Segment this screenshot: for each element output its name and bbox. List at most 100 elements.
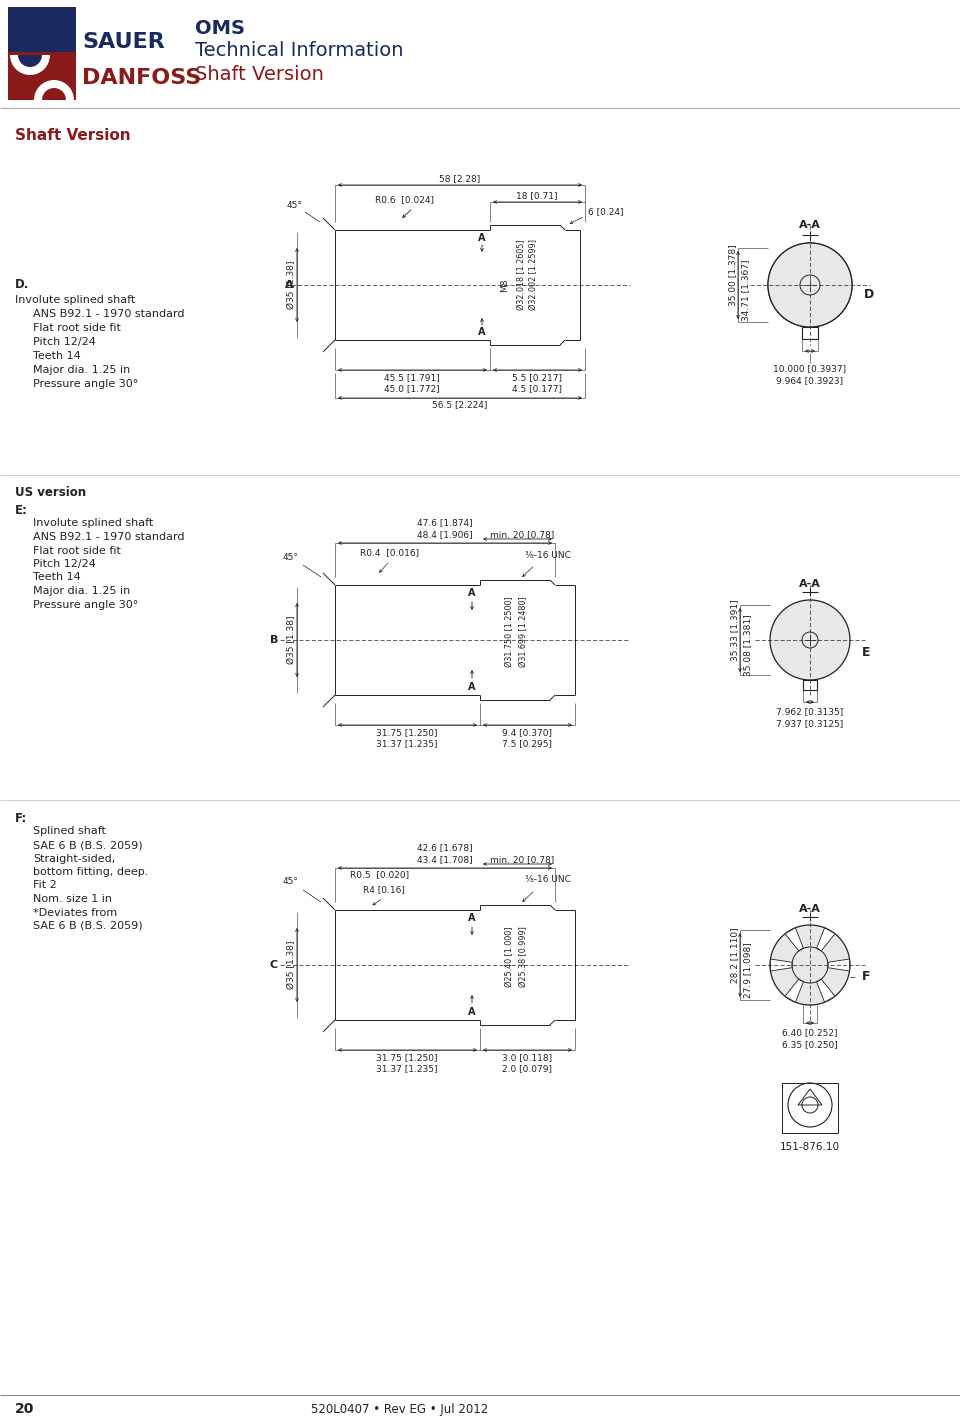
Polygon shape: [771, 959, 792, 970]
Text: 34.71 [1.367]: 34.71 [1.367]: [741, 259, 751, 320]
Wedge shape: [10, 55, 50, 75]
Text: Flat root side fit: Flat root side fit: [33, 323, 121, 333]
Text: Shaft Version: Shaft Version: [195, 64, 324, 84]
Text: 7.937 [0.3125]: 7.937 [0.3125]: [777, 720, 844, 729]
Text: 48.4 [1.906]: 48.4 [1.906]: [418, 531, 473, 539]
Text: 45°: 45°: [283, 878, 299, 887]
Wedge shape: [42, 88, 66, 100]
Text: 45.5 [1.791]: 45.5 [1.791]: [384, 373, 440, 383]
Text: 31.37 [1.235]: 31.37 [1.235]: [376, 740, 438, 748]
Text: *Deviates from: *Deviates from: [33, 908, 117, 918]
Text: E: E: [862, 646, 871, 659]
Polygon shape: [817, 928, 835, 951]
Text: ANS B92.1 - 1970 standard: ANS B92.1 - 1970 standard: [33, 532, 184, 542]
Text: A-A: A-A: [799, 579, 821, 589]
Text: Straight-sided,: Straight-sided,: [33, 854, 115, 864]
Text: 35.00 [1.378]: 35.00 [1.378]: [729, 245, 737, 306]
Text: 6.40 [0.252]: 6.40 [0.252]: [782, 1029, 838, 1037]
Text: F: F: [862, 970, 871, 983]
Text: Technical Information: Technical Information: [195, 40, 403, 60]
Polygon shape: [817, 979, 835, 1002]
Text: 3.0 [0.118]: 3.0 [0.118]: [502, 1053, 552, 1063]
Text: Pitch 12/24: Pitch 12/24: [33, 559, 96, 569]
Text: 31.37 [1.235]: 31.37 [1.235]: [376, 1064, 438, 1073]
Text: ³⁄₈-16 UNC: ³⁄₈-16 UNC: [525, 551, 571, 559]
Text: Ø32.002 [1.2599]: Ø32.002 [1.2599]: [530, 239, 539, 310]
Text: 151-876.10: 151-876.10: [780, 1143, 840, 1153]
Text: Ø35 [1.38]: Ø35 [1.38]: [287, 260, 297, 309]
Text: Ø31.699 [1.2480]: Ø31.699 [1.2480]: [519, 596, 529, 667]
Text: Pitch 12/24: Pitch 12/24: [33, 337, 96, 347]
Bar: [782, 1083, 838, 1133]
Text: Teeth 14: Teeth 14: [33, 572, 81, 582]
Text: OMS: OMS: [195, 18, 245, 37]
Text: M8: M8: [500, 279, 510, 292]
Bar: [802, 327, 818, 339]
Text: US version: US version: [15, 487, 86, 499]
Text: B: B: [270, 635, 278, 645]
FancyBboxPatch shape: [8, 53, 76, 100]
Circle shape: [768, 243, 852, 327]
Text: ³⁄₈-16 UNC: ³⁄₈-16 UNC: [525, 875, 571, 885]
Circle shape: [770, 601, 850, 680]
Circle shape: [770, 925, 850, 1005]
Text: R0.4  [0.016]: R0.4 [0.016]: [360, 548, 420, 558]
Text: 43.4 [1.708]: 43.4 [1.708]: [418, 855, 473, 865]
Text: min. 20 [0.78]: min. 20 [0.78]: [490, 855, 554, 865]
Bar: [803, 680, 817, 690]
Text: Major dia. 1.25 in: Major dia. 1.25 in: [33, 586, 131, 596]
Text: SAE 6 B (B.S. 2059): SAE 6 B (B.S. 2059): [33, 840, 143, 850]
Text: Nom. size 1 in: Nom. size 1 in: [33, 894, 112, 904]
Text: Splined shaft: Splined shaft: [33, 827, 106, 837]
Text: A-A: A-A: [799, 904, 821, 914]
Text: 4.5 [0.177]: 4.5 [0.177]: [512, 384, 562, 394]
Text: 6 [0.24]: 6 [0.24]: [588, 208, 623, 216]
Text: 31.75 [1.250]: 31.75 [1.250]: [376, 729, 438, 737]
Text: A: A: [468, 588, 475, 598]
Text: 7.5 [0.295]: 7.5 [0.295]: [502, 740, 552, 748]
Text: R0.5  [0.020]: R0.5 [0.020]: [350, 871, 409, 879]
Text: Involute splined shaft: Involute splined shaft: [15, 295, 135, 305]
Text: A: A: [478, 233, 486, 243]
Text: Ø35 [1.38]: Ø35 [1.38]: [287, 941, 297, 989]
Text: 35.33 [1.391]: 35.33 [1.391]: [731, 599, 739, 660]
Text: Ø31.750 [1.2500]: Ø31.750 [1.2500]: [506, 596, 515, 667]
Text: 56.5 [2.224]: 56.5 [2.224]: [432, 400, 488, 410]
Text: Teeth 14: Teeth 14: [33, 351, 81, 361]
Text: R0.6  [0.024]: R0.6 [0.024]: [375, 195, 434, 205]
Text: 27.9 [1.098]: 27.9 [1.098]: [743, 942, 753, 998]
Text: Ø35 [1.38]: Ø35 [1.38]: [287, 616, 297, 665]
Text: 45.0 [1.772]: 45.0 [1.772]: [384, 384, 440, 394]
Text: Shaft Version: Shaft Version: [15, 128, 131, 142]
Text: min. 20 [0.78]: min. 20 [0.78]: [490, 531, 554, 539]
Text: Pressure angle 30°: Pressure angle 30°: [33, 599, 138, 609]
Wedge shape: [34, 80, 74, 100]
Text: 6.35 [0.250]: 6.35 [0.250]: [782, 1040, 838, 1050]
Text: Ø25.40 [1.000]: Ø25.40 [1.000]: [506, 926, 515, 988]
Text: R4 [0.16]: R4 [0.16]: [363, 885, 405, 895]
Wedge shape: [18, 55, 42, 67]
Text: 45°: 45°: [287, 201, 302, 209]
FancyBboxPatch shape: [8, 6, 163, 100]
Text: DANFOSS: DANFOSS: [82, 68, 202, 88]
Text: 18 [0.71]: 18 [0.71]: [516, 192, 558, 201]
FancyBboxPatch shape: [8, 7, 76, 55]
Text: Fit 2: Fit 2: [33, 881, 57, 891]
Text: ANS B92.1 - 1970 standard: ANS B92.1 - 1970 standard: [33, 309, 184, 319]
Text: 2.0 [0.079]: 2.0 [0.079]: [502, 1064, 552, 1073]
Text: bottom fitting, deep.: bottom fitting, deep.: [33, 867, 149, 877]
Text: E:: E:: [15, 504, 28, 517]
Text: A: A: [468, 1007, 475, 1017]
Text: 28.2 [1.110]: 28.2 [1.110]: [731, 928, 739, 983]
Text: F:: F:: [15, 811, 27, 824]
Text: 42.6 [1.678]: 42.6 [1.678]: [418, 844, 473, 852]
Text: 20: 20: [15, 1402, 35, 1416]
Text: 45°: 45°: [283, 552, 299, 562]
Polygon shape: [785, 979, 804, 1002]
Polygon shape: [785, 928, 804, 951]
Text: 9.964 [0.3923]: 9.964 [0.3923]: [777, 377, 844, 386]
Text: A: A: [478, 327, 486, 337]
Text: Ø25.38 [0.999]: Ø25.38 [0.999]: [519, 926, 529, 988]
Text: A: A: [468, 914, 475, 924]
Text: 31.75 [1.250]: 31.75 [1.250]: [376, 1053, 438, 1063]
